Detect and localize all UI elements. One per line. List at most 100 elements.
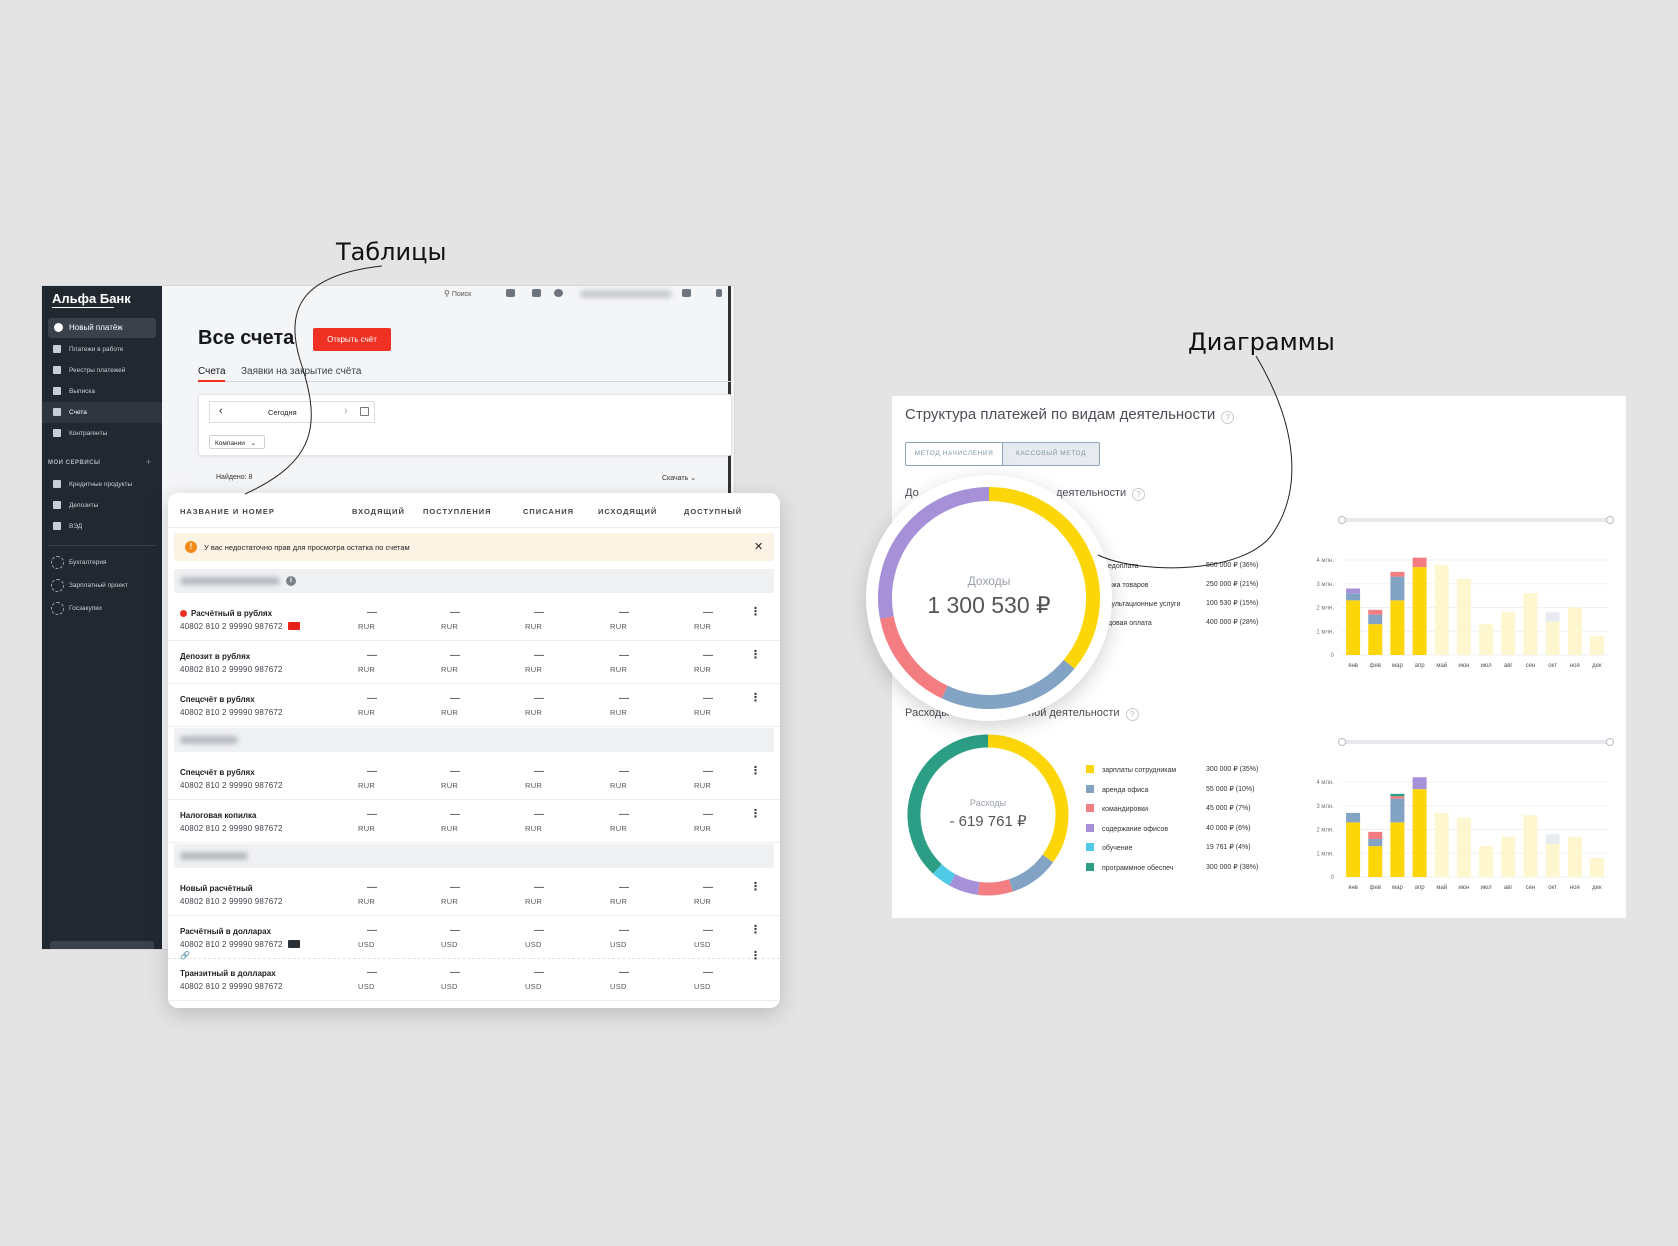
bar-segment[interactable]: [1567, 607, 1582, 656]
income-range-start-handle[interactable]: [1338, 516, 1346, 524]
donut-slice[interactable]: [1008, 854, 1054, 892]
topbar-search[interactable]: ⚲ Поиск: [444, 289, 471, 298]
bar-segment[interactable]: [1545, 834, 1560, 844]
bar-segment[interactable]: [1368, 609, 1383, 615]
sidebar-item[interactable]: Реестры платежей: [42, 360, 162, 381]
info-icon[interactable]: i: [286, 576, 296, 586]
bar-segment[interactable]: [1412, 557, 1427, 568]
download-button[interactable]: Скачать ⌄: [662, 474, 696, 482]
income-range-slider[interactable]: [1340, 518, 1610, 522]
sidebar-item[interactable]: Зарплатный проект: [42, 575, 162, 596]
more-actions-icon[interactable]: ⋮: [750, 924, 761, 936]
sidebar-item[interactable]: Счета: [42, 402, 162, 423]
more-actions-icon[interactable]: ⋮: [750, 649, 761, 661]
more-actions-icon[interactable]: ⋮: [750, 606, 761, 618]
donut-slice[interactable]: [907, 734, 989, 874]
bar-segment[interactable]: [1545, 612, 1560, 622]
sidebar-item[interactable]: Платежи в работе: [42, 339, 162, 360]
sidebar-item[interactable]: Контрагенты: [42, 423, 162, 444]
sidebar-item[interactable]: Выписка: [42, 381, 162, 402]
bar-segment[interactable]: [1346, 812, 1361, 823]
bar-segment[interactable]: [1368, 846, 1383, 877]
account-row[interactable]: Депозит в рублях 40802 810 2 99990 987672…: [168, 642, 780, 684]
account-row[interactable]: Новый расчётный 40802 810 2 99990 987672 —…: [168, 874, 780, 916]
accrual-method-button[interactable]: МЕТОД НАЧИСЛЕНИЯ: [905, 442, 1003, 466]
bar-segment[interactable]: [1412, 777, 1427, 790]
account-row[interactable]: Спецсчёт в рублях 40802 810 2 99990 98767…: [168, 685, 780, 727]
bar-segment[interactable]: [1346, 588, 1361, 594]
bar-segment[interactable]: [1412, 789, 1427, 877]
bar-segment[interactable]: [1390, 600, 1405, 655]
bar-segment[interactable]: [1346, 822, 1361, 877]
company-filter[interactable]: Компании ⌄: [209, 435, 265, 449]
income-range-end-handle[interactable]: [1606, 516, 1614, 524]
cash-method-button[interactable]: КАССОВЫЙ МЕТОД: [1002, 442, 1100, 466]
donut-slice[interactable]: [949, 874, 980, 895]
bar-segment[interactable]: [1501, 836, 1516, 877]
bar-segment[interactable]: [1434, 564, 1449, 655]
help-icon[interactable]: ?: [1221, 411, 1235, 424]
bar-segment[interactable]: [1368, 839, 1383, 847]
date-picker[interactable]: ‹ Сегодня ›: [209, 401, 375, 423]
sidebar-item[interactable]: Госзакупки: [42, 598, 162, 619]
sidebar-item[interactable]: Депозиты: [42, 495, 162, 516]
bar-segment[interactable]: [1368, 614, 1383, 625]
add-service-icon[interactable]: +: [146, 457, 152, 467]
close-icon[interactable]: ✕: [754, 541, 764, 553]
bar-segment[interactable]: [1412, 567, 1427, 655]
expense-range-start-handle[interactable]: [1338, 738, 1346, 746]
more-actions-icon[interactable]: ⋮: [750, 808, 761, 820]
sidebar-item[interactable]: Кредитные продукты: [42, 474, 162, 495]
bar-segment[interactable]: [1390, 576, 1405, 601]
help-icon[interactable]: ?: [1132, 488, 1146, 501]
donut-slice[interactable]: [941, 659, 1075, 709]
chevron-left-icon[interactable]: ‹: [219, 405, 223, 417]
bar-segment[interactable]: [1390, 798, 1405, 823]
more-actions-icon[interactable]: ⋮: [750, 950, 761, 962]
donut-slice[interactable]: [977, 879, 1013, 896]
chevron-right-icon[interactable]: ›: [344, 405, 348, 417]
donut-slice[interactable]: [932, 864, 956, 886]
new-payment-button[interactable]: Новый платёж: [48, 318, 156, 338]
account-row[interactable]: Спецсчёт в рублях 40802 810 2 99990 98767…: [168, 758, 780, 800]
open-account-button[interactable]: Открыть счёт: [313, 328, 391, 351]
help-icon[interactable]: ?: [1125, 708, 1139, 721]
bar-segment[interactable]: [1390, 822, 1405, 877]
bar-segment[interactable]: [1523, 593, 1538, 655]
bar-segment[interactable]: [1545, 843, 1560, 877]
bar-segment[interactable]: [1523, 815, 1538, 877]
bar-segment[interactable]: [1567, 836, 1582, 877]
bar-segment[interactable]: [1545, 621, 1560, 655]
tab-accounts[interactable]: Счета: [198, 366, 226, 377]
bar-segment[interactable]: [1368, 831, 1383, 839]
bar-segment[interactable]: [1456, 817, 1471, 877]
bar-segment[interactable]: [1390, 796, 1405, 799]
bar-segment[interactable]: [1589, 636, 1604, 655]
account-row[interactable]: Налоговая копилка 40802 810 2 99990 98767…: [168, 801, 780, 843]
bar-segment[interactable]: [1346, 600, 1361, 655]
bar-segment[interactable]: [1501, 612, 1516, 655]
account-row[interactable]: Расчётный в рублях 40802 810 2 99990 9876…: [168, 599, 780, 641]
bar-segment[interactable]: [1456, 579, 1471, 655]
sidebar-item[interactable]: Бухгалтерия: [42, 552, 162, 573]
donut-slice[interactable]: [879, 616, 948, 699]
bar-segment[interactable]: [1589, 858, 1604, 877]
more-actions-icon[interactable]: ⋮: [750, 881, 761, 893]
account-row[interactable]: Транзитный в долларах 40802 810 2 99990 9…: [168, 959, 780, 1001]
logout-icon[interactable]: [716, 289, 722, 297]
tab-close-requests[interactable]: Заявки на закрытие счёта: [241, 366, 362, 377]
expense-range-end-handle[interactable]: [1606, 738, 1614, 746]
donut-slice[interactable]: [878, 487, 990, 619]
mail-icon[interactable]: [532, 289, 541, 297]
more-actions-icon[interactable]: ⋮: [750, 765, 761, 777]
user-name-blurred[interactable]: [580, 290, 672, 298]
account-row[interactable]: Расчётный в долларах 40802 810 2 99990 98…: [168, 917, 780, 959]
bar-segment[interactable]: [1479, 624, 1494, 655]
bar-segment[interactable]: [1368, 624, 1383, 655]
notification-icon[interactable]: [554, 289, 563, 297]
sidebar-item[interactable]: ВЭД: [42, 516, 162, 537]
bar-segment[interactable]: [1434, 812, 1449, 877]
calendar-icon[interactable]: [506, 289, 515, 297]
bar-segment[interactable]: [1390, 571, 1405, 577]
expense-range-slider[interactable]: [1340, 740, 1610, 744]
